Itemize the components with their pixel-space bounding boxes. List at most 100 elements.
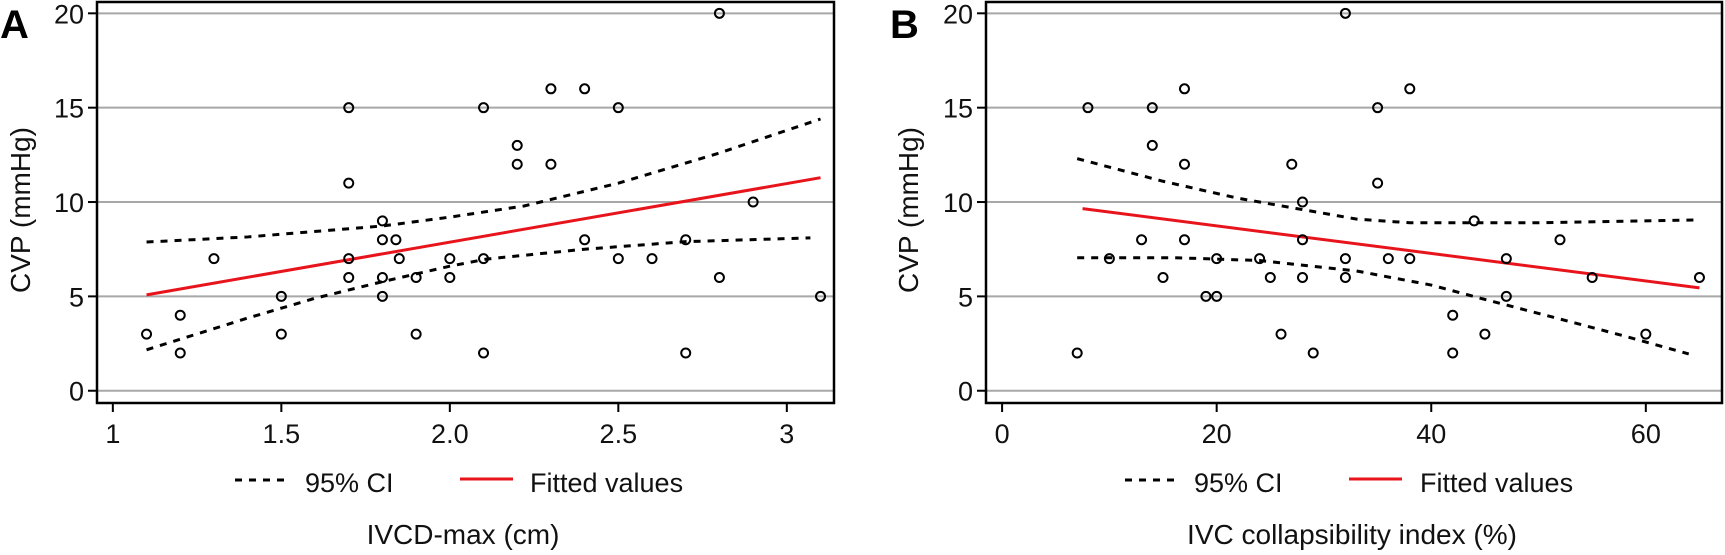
data-point-b — [1382, 253, 1394, 265]
data-point-b — [1178, 158, 1190, 170]
legend-b: 95% CI Fitted values — [1125, 468, 1573, 498]
data-point-a — [444, 253, 456, 265]
y-tick-label-a: 15 — [54, 94, 84, 124]
data-point-a — [478, 253, 490, 265]
data-point-b — [1447, 309, 1459, 321]
panel-label-a: A — [0, 3, 29, 47]
data-point-b — [1339, 253, 1351, 265]
data-point-a — [478, 102, 490, 114]
data-point-a — [208, 253, 220, 265]
data-point-b — [1103, 253, 1115, 265]
data-point-a — [393, 253, 405, 265]
data-point-a — [174, 309, 186, 321]
data-point-b — [1286, 158, 1298, 170]
ci-lower-line-a — [146, 236, 811, 352]
y-tick-label-b: 20 — [943, 0, 973, 29]
x-tick-label-b: 40 — [1416, 419, 1446, 449]
data-point-a — [815, 290, 827, 302]
data-point-a — [713, 7, 725, 19]
data-point-b — [1178, 234, 1190, 246]
data-point-b — [1254, 253, 1266, 265]
data-point-b — [1404, 253, 1416, 265]
data-point-b — [1264, 272, 1276, 284]
x-tick-label-b: 20 — [1202, 419, 1232, 449]
data-point-b — [1211, 290, 1223, 302]
data-point-b — [1479, 328, 1491, 340]
ci-lower-line-b — [1077, 256, 1690, 356]
data-point-a — [545, 83, 557, 95]
data-point-a — [174, 347, 186, 359]
data-point-a — [376, 272, 388, 284]
x-tick-label-a: 1.5 — [263, 419, 301, 449]
ci-upper-line-a — [146, 117, 821, 244]
legend-ci-label-a: 95% CI — [305, 468, 394, 498]
y-tick-label-b: 5 — [958, 282, 973, 312]
legend-a: 95% CI Fitted values — [235, 468, 683, 498]
y-tick-label-b: 0 — [958, 377, 973, 407]
data-point-a — [579, 83, 591, 95]
data-point-a — [343, 177, 355, 189]
data-point-b — [1071, 347, 1083, 359]
ci-upper-line-b — [1076, 157, 1695, 225]
data-point-a — [275, 328, 287, 340]
x-tick-label-a: 3 — [779, 419, 794, 449]
data-point-a — [680, 347, 692, 359]
data-point-a — [390, 234, 402, 246]
data-point-a — [343, 253, 355, 265]
panel-label-b: B — [890, 3, 919, 47]
data-point-b — [1297, 196, 1309, 208]
data-point-b — [1200, 290, 1212, 302]
y-tick-label-a: 10 — [54, 188, 84, 218]
fitted-line-a — [146, 176, 821, 297]
y-axis-title-a: CVP (mmHg) — [5, 127, 36, 293]
y-tick-label-a: 20 — [54, 0, 84, 29]
x-tick-label-a: 2.0 — [431, 419, 469, 449]
x-tick-label-a: 1 — [105, 419, 120, 449]
data-point-a — [478, 347, 490, 359]
panel-a: A CVP (mmHg) IVCD-max (cm) 95% CI Fitted… — [0, 0, 836, 550]
data-point-a — [680, 234, 692, 246]
y-tick-label-b: 10 — [943, 188, 973, 218]
data-point-a — [141, 328, 153, 340]
data-point-a — [612, 102, 624, 114]
data-point-b — [1468, 215, 1480, 227]
data-point-a — [410, 272, 422, 284]
data-point-b — [1372, 102, 1384, 114]
data-point-b — [1500, 253, 1512, 265]
data-point-b — [1640, 328, 1652, 340]
data-point-b — [1693, 272, 1705, 284]
data-point-a — [343, 272, 355, 284]
legend-ci-label-b: 95% CI — [1194, 468, 1283, 498]
x-axis-title-a: IVCD-max (cm) — [367, 519, 560, 550]
data-point-a — [376, 215, 388, 227]
data-point-b — [1404, 83, 1416, 95]
panel-b: B CVP (mmHg) IVC collapsibility index (%… — [890, 0, 1724, 550]
data-point-a — [410, 328, 422, 340]
data-point-a — [511, 139, 523, 151]
x-tick-label-b: 60 — [1631, 419, 1661, 449]
legend-fitted-label-b: Fitted values — [1420, 468, 1573, 498]
data-point-a — [376, 290, 388, 302]
data-point-a — [275, 290, 287, 302]
data-point-b — [1297, 234, 1309, 246]
data-point-a — [646, 253, 658, 265]
data-point-a — [545, 158, 557, 170]
y-tick-label-b: 15 — [943, 94, 973, 124]
y-tick-label-a: 0 — [69, 377, 84, 407]
legend-fitted-label-a: Fitted values — [530, 468, 683, 498]
data-point-b — [1339, 272, 1351, 284]
data-point-b — [1157, 272, 1169, 284]
y-axis-title-b: CVP (mmHg) — [893, 127, 924, 293]
data-point-a — [376, 234, 388, 246]
data-point-b — [1178, 83, 1190, 95]
data-point-b — [1554, 234, 1566, 246]
data-point-b — [1307, 347, 1319, 359]
data-point-a — [511, 158, 523, 170]
data-point-b — [1372, 177, 1384, 189]
data-point-b — [1586, 272, 1598, 284]
data-point-b — [1211, 253, 1223, 265]
data-point-b — [1082, 102, 1094, 114]
data-point-b — [1136, 234, 1148, 246]
data-point-b — [1146, 102, 1158, 114]
